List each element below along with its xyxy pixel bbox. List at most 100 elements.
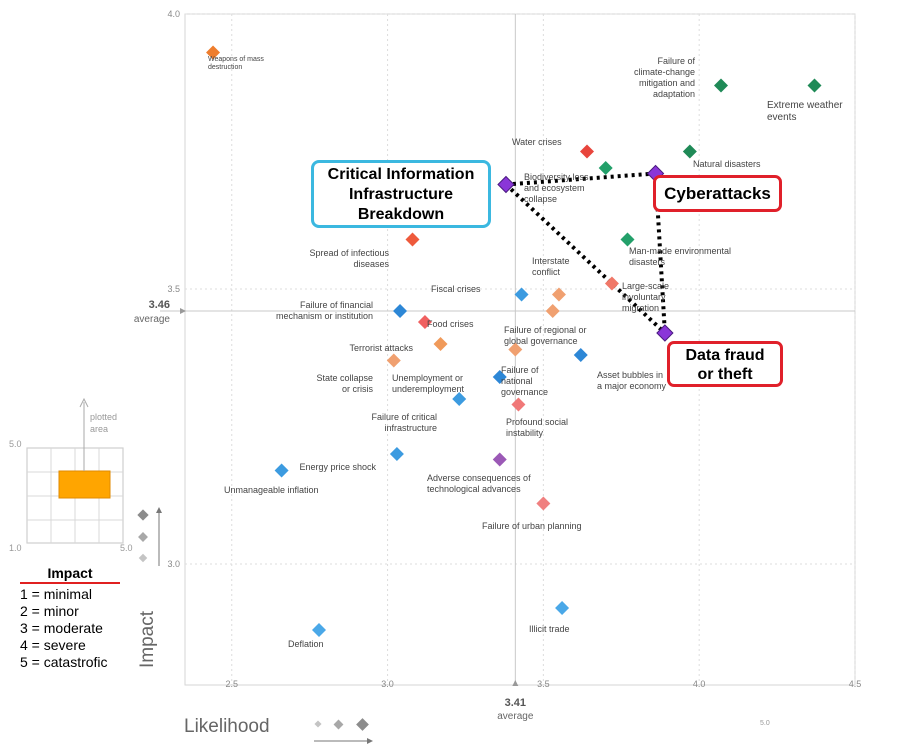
point-label: Adverse consequences of xyxy=(427,473,531,483)
x-tick-label: 2.5 xyxy=(225,679,238,689)
likelihood-scale-max: 5.0 xyxy=(760,720,770,727)
legend-item: 5 = catastrofic xyxy=(20,654,108,670)
point-label: Profound social xyxy=(506,417,568,427)
callout-fraud-line-1: Data fraud xyxy=(685,347,765,364)
point-critical-information-infrastructure-breakdown xyxy=(497,175,515,194)
highlight-links xyxy=(504,171,667,335)
point-failure-of-critical-infrastructure xyxy=(452,392,467,406)
legend-item: 3 = moderate xyxy=(20,620,103,636)
point-label: governance xyxy=(501,387,548,397)
likelihood-arrow-head xyxy=(367,738,373,744)
point-label: disasters xyxy=(629,257,666,267)
x-axis-title: Likelihood xyxy=(184,716,270,737)
legend-item: 1 = minimal xyxy=(20,586,92,602)
point-water-crises xyxy=(580,144,594,159)
x-tick-label: 3.0 xyxy=(381,679,394,689)
y-tick-label: 3.5 xyxy=(167,284,180,294)
inset-plotted-label-2: area xyxy=(90,424,108,434)
callout-cyberattacks: Cyberattacks xyxy=(653,175,782,212)
impact-diamond-medium xyxy=(138,532,148,542)
point-spread-of-infectious-diseases xyxy=(405,232,420,247)
point-state-collapse-or-crisis xyxy=(386,353,401,368)
x-average-marker xyxy=(512,680,519,686)
point-man-made-environmental-disasters xyxy=(620,232,635,247)
legend-title: Impact xyxy=(20,565,120,584)
point-adverse-consequences-of-technological-advances xyxy=(492,452,507,467)
point-label: infrastructure xyxy=(384,423,437,433)
likelihood-diamond-medium xyxy=(333,719,344,730)
point-label: and ecosystem xyxy=(524,183,585,193)
impact-legend: Impact 1 = minimal 2 = minor 3 = moderat… xyxy=(20,565,130,671)
point-label: Unemployment or xyxy=(392,373,463,383)
average-lines: 3.41 average 3.46 average xyxy=(134,14,855,722)
point-label: Fiscal crises xyxy=(431,284,481,294)
point-label: adaptation xyxy=(653,89,695,99)
point-label: mitigation and xyxy=(639,78,695,88)
point-label: underemployment xyxy=(392,384,465,394)
point-label: Terrorist attacks xyxy=(349,343,413,353)
point-label: Unmanageable inflation xyxy=(224,485,319,495)
inset-pointer-arrow xyxy=(79,397,89,408)
point-label: Large-scale xyxy=(622,281,669,291)
highlight-link xyxy=(504,183,667,335)
point-label: Failure of xyxy=(657,56,695,66)
likelihood-diamond-small xyxy=(314,720,322,728)
impact-axis-indicator: Impact xyxy=(137,507,162,668)
point-failure-of-national-governance xyxy=(508,342,523,357)
inset-corner-right: 5.0 xyxy=(120,543,133,553)
inset-plotted-label-1: plotted xyxy=(90,412,117,422)
point-label: diseases xyxy=(353,259,389,269)
point-label: Water crises xyxy=(512,137,562,147)
point-fiscal-crises xyxy=(514,287,529,302)
point-label: national xyxy=(501,376,533,386)
point-label: Failure of critical xyxy=(371,412,437,422)
point-failure-of-climate-change-mitigation-and-adaptation xyxy=(714,78,728,93)
y-axis-title: Impact xyxy=(137,610,158,668)
impact-arrow-head xyxy=(156,507,162,513)
point-label: Illicit trade xyxy=(529,624,570,634)
inset-corner-max: 5.0 xyxy=(9,439,22,449)
y-tick-label: 4.0 xyxy=(167,9,180,19)
callout-data-fraud: Data fraud or theft xyxy=(667,341,783,387)
point-label: destruction xyxy=(208,64,242,71)
legend-item: 2 = minor xyxy=(20,603,79,619)
point-natural-disasters xyxy=(682,144,697,159)
point-label: climate-change xyxy=(634,67,695,77)
x-average-value: 3.41 xyxy=(505,697,526,709)
impact-diamond-large xyxy=(137,509,149,521)
data-points xyxy=(206,45,822,637)
y-tick-label: 3.0 xyxy=(167,559,180,569)
point-energy-price-shock xyxy=(389,447,404,461)
point-label: Man-made environmental xyxy=(629,246,731,256)
point-label: migration xyxy=(622,303,659,313)
point-label: events xyxy=(767,112,796,123)
point-unmanageable-inflation xyxy=(274,463,289,478)
point-label: technological advances xyxy=(427,484,521,494)
point-label: Asset bubbles in xyxy=(597,370,663,380)
point-label: Failure of urban planning xyxy=(482,521,582,531)
point-illicit-trade xyxy=(555,601,570,615)
axis-ticks: 2.5 3.0 3.5 4.0 4.5 3.0 3.5 4.0 xyxy=(167,9,861,689)
point-label: or crisis xyxy=(342,384,373,394)
inset-corner-min: 1.0 xyxy=(9,543,22,553)
x-average-label: average xyxy=(497,711,534,722)
point-label: global governance xyxy=(504,336,578,346)
point-failure-of-urban-planning xyxy=(536,496,551,511)
point-label: Weapons of mass xyxy=(208,56,264,63)
point-asset-bubbles-in-a-major-economy xyxy=(573,348,588,362)
point-label: instability xyxy=(506,428,544,438)
point-extreme-weather-events xyxy=(807,78,822,93)
point-interstate-conflict xyxy=(551,287,566,302)
x-tick-label: 4.0 xyxy=(693,679,706,689)
x-tick-label: 3.5 xyxy=(537,679,550,689)
point-label: Failure of xyxy=(501,365,539,375)
point-label: involuntary xyxy=(622,292,666,302)
point-label: Natural disasters xyxy=(693,159,761,169)
likelihood-axis-indicator: Likelihood 5.0 xyxy=(184,716,770,744)
likelihood-diamond-large xyxy=(356,718,369,731)
callout-cib-line-2: Infrastructure xyxy=(348,186,454,203)
point-weapons-of-mass-destruction xyxy=(206,45,221,60)
callout-fraud-line-2: or theft xyxy=(697,366,753,383)
point-terrorist-attacks xyxy=(433,337,448,351)
point-large-scale-involuntary-migration xyxy=(604,276,619,291)
